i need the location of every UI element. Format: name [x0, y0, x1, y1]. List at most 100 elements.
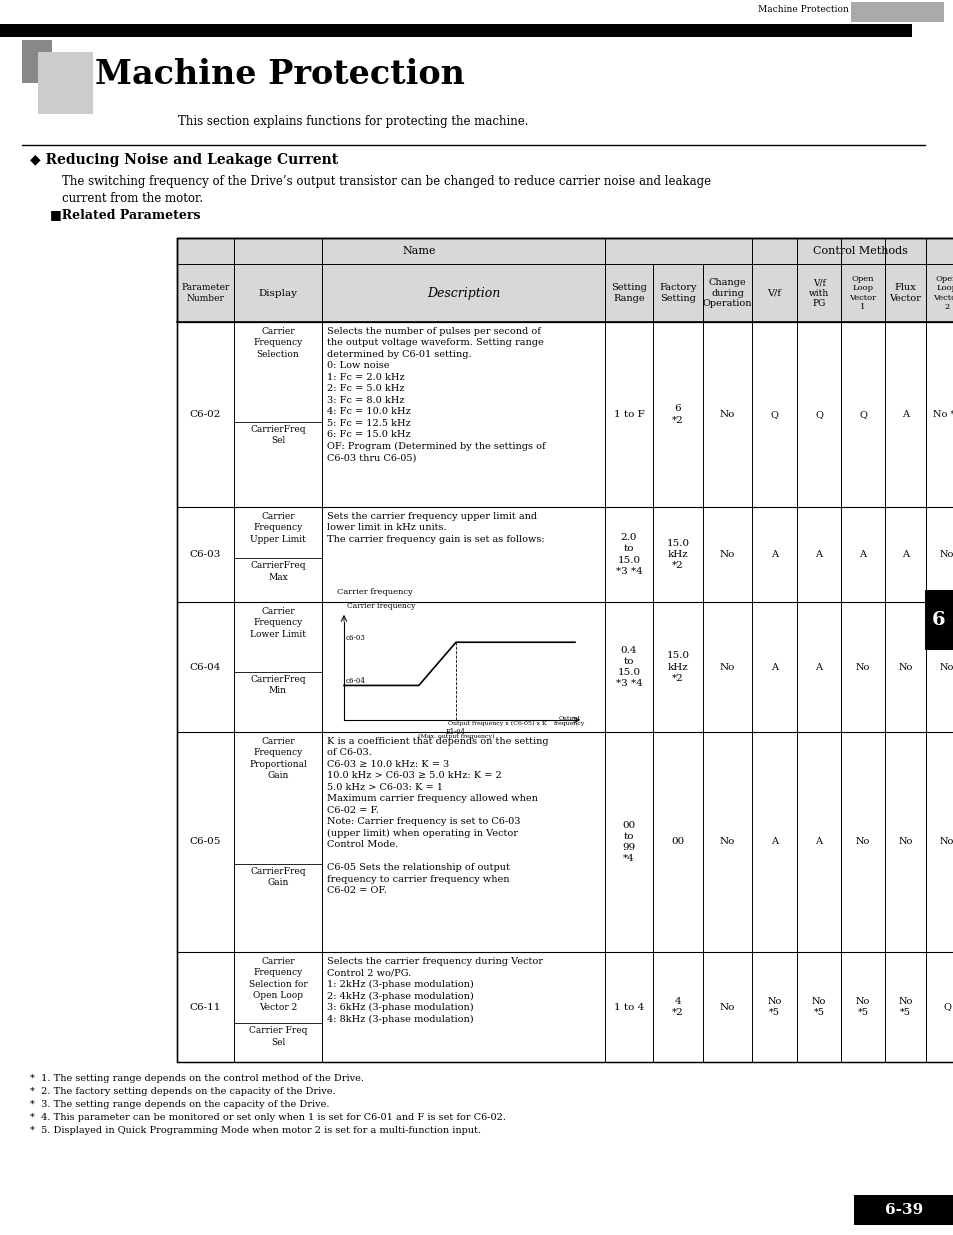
Text: No
*5: No *5	[898, 998, 912, 1016]
Text: A: A	[815, 550, 821, 559]
Bar	[177, 238, 953, 322]
Text: The switching frequency of the Drive’s output transistor can be changed to reduc: The switching frequency of the Drive’s o…	[62, 175, 710, 188]
Text: No
*5: No *5	[855, 998, 869, 1016]
Bar	[850, 2, 943, 22]
Bar	[177, 238, 953, 1062]
Text: C6-02: C6-02	[190, 410, 221, 419]
Text: C6-11: C6-11	[190, 1003, 221, 1011]
Text: c6-03: c6-03	[346, 635, 365, 642]
Text: C6-03: C6-03	[190, 550, 221, 559]
Text: 1 to F: 1 to F	[613, 410, 643, 419]
Text: 6
*2: 6 *2	[672, 404, 683, 425]
Text: *  2. The factory setting depends on the capacity of the Drive.: * 2. The factory setting depends on the …	[30, 1087, 335, 1095]
Text: Carrier
Frequency
Selection: Carrier Frequency Selection	[253, 327, 302, 359]
Text: Open
Loop
Vector
1: Open Loop Vector 1	[848, 275, 876, 311]
Bar	[38, 52, 92, 114]
Bar	[924, 590, 953, 650]
Bar	[177, 508, 953, 601]
Text: Carrier
Frequency
Upper Limit: Carrier Frequency Upper Limit	[250, 513, 306, 543]
Text: Control Methods: Control Methods	[812, 246, 906, 256]
Text: Sets the carrier frequency upper limit and
lower limit in kHz units.
The carrier: Sets the carrier frequency upper limit a…	[327, 513, 544, 543]
Text: No: No	[855, 662, 869, 672]
Text: Carrier Freq
Sel: Carrier Freq Sel	[249, 1026, 307, 1046]
Text: No: No	[720, 410, 735, 419]
Text: current from the motor.: current from the motor.	[62, 191, 203, 205]
Bar	[177, 732, 953, 952]
Text: 1 to 4: 1 to 4	[613, 1003, 643, 1011]
Text: A: A	[901, 550, 908, 559]
Text: No *5: No *5	[932, 410, 953, 419]
Text: CarrierFreq
Sel: CarrierFreq Sel	[250, 425, 305, 445]
Text: Q: Q	[814, 410, 822, 419]
Text: Machine Protection: Machine Protection	[758, 5, 848, 14]
Text: C6-04: C6-04	[190, 662, 221, 672]
Text: Selects the carrier frequency during Vector
Control 2 wo/PG.
1: 2kHz (3-phase mo: Selects the carrier frequency during Vec…	[327, 957, 542, 1024]
Text: Display: Display	[258, 289, 297, 298]
Text: 15.0
kHz
*2: 15.0 kHz *2	[666, 538, 689, 571]
Text: C6-05: C6-05	[190, 837, 221, 846]
Text: Output frequency x (C6-05) x K: Output frequency x (C6-05) x K	[447, 721, 546, 726]
Text: Carrier
Frequency
Selection for
Open Loop
Vector 2: Carrier Frequency Selection for Open Loo…	[249, 957, 307, 1011]
Text: V/f: V/f	[767, 289, 781, 298]
Text: *  1. The setting range depends on the control method of the Drive.: * 1. The setting range depends on the co…	[30, 1074, 364, 1083]
Text: Q: Q	[943, 1003, 950, 1011]
Text: No
*5: No *5	[766, 998, 781, 1016]
Text: c6-04: c6-04	[346, 678, 366, 685]
Text: Parameter
Number: Parameter Number	[181, 283, 230, 303]
Text: A: A	[901, 410, 908, 419]
Text: No: No	[720, 662, 735, 672]
Bar	[853, 1195, 953, 1225]
Text: Q: Q	[858, 410, 866, 419]
Text: No: No	[855, 837, 869, 846]
Text: A: A	[815, 837, 821, 846]
Text: ■Related Parameters: ■Related Parameters	[50, 207, 200, 221]
Text: Flux
Vector: Flux Vector	[888, 283, 921, 303]
Text: No: No	[898, 837, 912, 846]
Text: 2.0
to
15.0
*3 *4: 2.0 to 15.0 *3 *4	[615, 534, 641, 576]
Text: 4
*2: 4 *2	[672, 997, 683, 1018]
Text: 15.0
kHz
*2: 15.0 kHz *2	[666, 651, 689, 683]
Text: Setting
Range: Setting Range	[611, 283, 646, 303]
Text: This section explains functions for protecting the machine.: This section explains functions for prot…	[178, 115, 528, 128]
Text: E1-04: E1-04	[446, 727, 465, 736]
Text: Description: Description	[426, 287, 499, 300]
Text: A: A	[770, 837, 778, 846]
Text: No
*5: No *5	[811, 998, 825, 1016]
Text: Q: Q	[770, 410, 778, 419]
Text: Factory
Setting: Factory Setting	[659, 283, 696, 303]
Text: A: A	[815, 662, 821, 672]
Text: Open
Loop
Vector
2: Open Loop Vector 2	[932, 275, 953, 311]
Text: No: No	[939, 837, 953, 846]
Text: Machine Protection: Machine Protection	[95, 58, 464, 91]
Text: Change
during
Operation: Change during Operation	[702, 278, 752, 308]
Text: CarrierFreq
Max: CarrierFreq Max	[250, 561, 305, 582]
Text: A: A	[770, 550, 778, 559]
Text: No: No	[939, 550, 953, 559]
Text: Carrier
Frequency
Lower Limit: Carrier Frequency Lower Limit	[250, 606, 306, 638]
Text: V/f
with
PG: V/f with PG	[808, 278, 828, 308]
Text: 6: 6	[931, 611, 944, 629]
Text: No: No	[939, 662, 953, 672]
Text: 00
to
99
*4: 00 to 99 *4	[621, 821, 635, 863]
Text: A: A	[859, 550, 865, 559]
Text: (Max. output frequency): (Max. output frequency)	[417, 734, 494, 740]
Bar	[177, 601, 953, 732]
Text: Carrier
Frequency
Proportional
Gain: Carrier Frequency Proportional Gain	[249, 737, 307, 781]
Text: No: No	[898, 662, 912, 672]
Text: 00: 00	[671, 837, 684, 846]
Bar	[177, 322, 953, 508]
Text: No: No	[720, 550, 735, 559]
Text: 0.4
to
15.0
*3 *4: 0.4 to 15.0 *3 *4	[615, 646, 641, 688]
Text: Carrier frequency: Carrier frequency	[336, 588, 413, 597]
Bar	[0, 23, 911, 37]
Text: *  4. This parameter can be monitored or set only when 1 is set for C6-01 and F : * 4. This parameter can be monitored or …	[30, 1113, 505, 1123]
Text: ◆ Reducing Noise and Leakage Current: ◆ Reducing Noise and Leakage Current	[30, 153, 337, 167]
Text: No: No	[720, 1003, 735, 1011]
Text: K is a coefficient that depends on the setting
of C6-03.
C6-03 ≥ 10.0 kHz: K = 3: K is a coefficient that depends on the s…	[327, 737, 548, 895]
Text: CarrierFreq
Gain: CarrierFreq Gain	[250, 867, 305, 888]
Bar	[177, 952, 953, 1062]
Bar	[22, 40, 52, 83]
Text: A: A	[770, 662, 778, 672]
Text: *  3. The setting range depends on the capacity of the Drive.: * 3. The setting range depends on the ca…	[30, 1100, 329, 1109]
Text: No: No	[720, 837, 735, 846]
